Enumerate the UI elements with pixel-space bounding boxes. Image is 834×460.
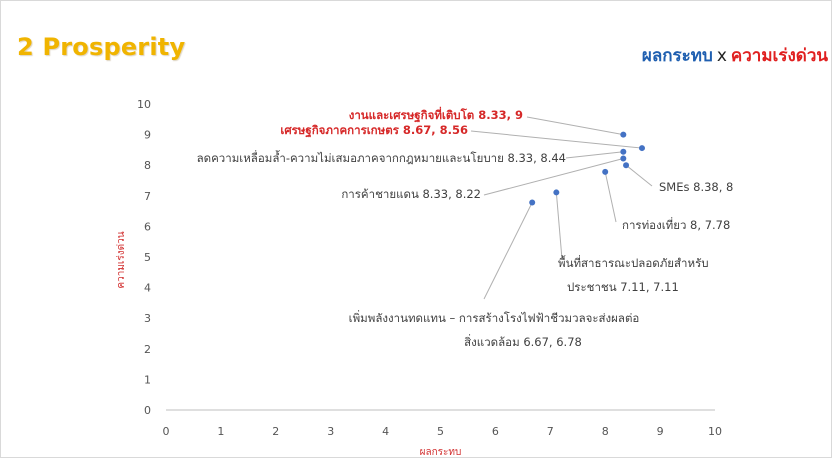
data-point <box>620 131 627 138</box>
leader-line <box>483 202 533 300</box>
x-tick-label: 4 <box>382 425 389 438</box>
y-axis-title: ความเร่งด่วน <box>116 231 127 288</box>
leader-line <box>483 157 624 196</box>
x-tick-label: 9 <box>657 425 664 438</box>
data-label: ลดความเหลื่อมล้ำ-ความไม่เสมอภาคจากกฎหมาย… <box>197 150 566 165</box>
data-point <box>623 162 630 169</box>
header-times-sign: x <box>716 46 727 66</box>
x-tick-label: 2 <box>272 425 279 438</box>
data-points <box>529 131 645 206</box>
y-tick-label: 5 <box>144 251 151 264</box>
data-label: เศรษฐกิจภาคการเกษตร 8.67, 8.56 <box>280 123 468 138</box>
leader-lines <box>470 116 653 300</box>
x-tick-label: 6 <box>492 425 499 438</box>
matrix-header: ผลกระทบ x ความเร่งด่วน <box>642 42 828 69</box>
data-point <box>529 199 536 206</box>
data-point <box>553 189 560 196</box>
data-point <box>638 145 645 152</box>
data-label: SMEs 8.38, 8 <box>659 180 733 194</box>
y-tick-label: 9 <box>144 129 151 142</box>
leader-line <box>565 151 624 159</box>
x-tick-label: 7 <box>547 425 554 438</box>
leader-line <box>625 164 653 187</box>
x-tick-label: 10 <box>708 425 722 438</box>
data-point <box>620 148 627 155</box>
leader-line <box>526 116 624 136</box>
y-tick-label: 6 <box>144 220 151 233</box>
y-tick-label: 10 <box>137 98 151 111</box>
y-tick-label: 0 <box>144 404 151 417</box>
data-label: งานและเศรษฐกิจที่เติบโต 8.33, 9 <box>349 106 523 123</box>
y-tick-label: 7 <box>144 190 151 203</box>
y-tick-label: 4 <box>144 282 151 295</box>
point-labels: งานและเศรษฐกิจที่เติบโต 8.33, 9เศรษฐกิจภ… <box>197 106 734 349</box>
leader-line <box>470 130 643 149</box>
x-tick-label: 8 <box>602 425 609 438</box>
data-point <box>620 155 627 162</box>
data-label: การท่องเที่ยว 8, 7.78 <box>622 217 730 232</box>
x-tick-label: 5 <box>437 425 444 438</box>
leader-line <box>604 171 617 223</box>
chart-axes: 0 1 2 3 4 5 6 7 8 9 10 0 1 2 3 4 5 6 7 8 9 10 <box>137 98 722 438</box>
x-tick-label: 1 <box>217 425 224 438</box>
data-label: เพิ่มพลังงานทดแทน – การสร้างโรงไฟฟ้าชีวม… <box>349 310 640 349</box>
y-tick-label: 8 <box>144 159 151 172</box>
data-label: พื้นที่สาธารณะปลอดภัยสำหรับประชาชน 7.11,… <box>558 255 709 294</box>
data-point <box>602 168 609 175</box>
slide-title: 2 Prosperity <box>17 33 186 61</box>
data-label: การค้าชายแดน 8.33, 8.22 <box>341 187 481 201</box>
y-tick-label: 3 <box>144 312 151 325</box>
leader-line <box>555 192 563 260</box>
y-tick-label: 2 <box>144 343 151 356</box>
header-impact-label: ผลกระทบ <box>641 46 713 66</box>
y-tick-label: 1 <box>144 373 151 386</box>
x-tick-label: 3 <box>327 425 334 438</box>
x-axis-title: ผลกระทบ <box>420 447 462 458</box>
header-urgency-label: ความเร่งด่วน <box>730 46 828 66</box>
x-tick-label: 0 <box>163 425 170 438</box>
